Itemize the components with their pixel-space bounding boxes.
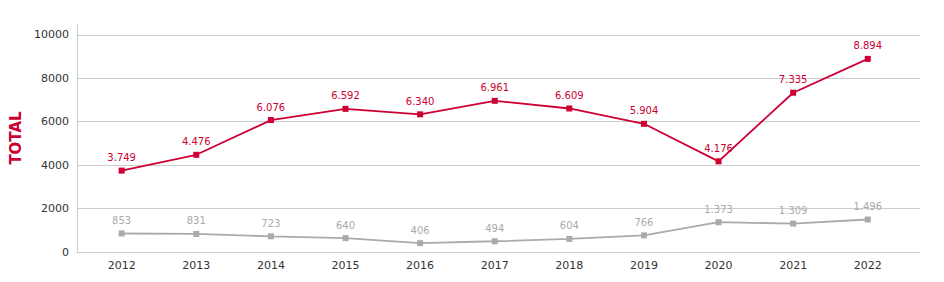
svg-text:2016: 2016 [406,259,434,272]
svg-text:TOTAL: TOTAL [7,111,25,165]
svg-text:4.176: 4.176 [704,143,733,154]
svg-text:2012: 2012 [108,259,136,272]
svg-text:2019: 2019 [630,259,658,272]
svg-text:8.894: 8.894 [853,40,882,51]
svg-text:640: 640 [336,220,355,231]
svg-text:4000: 4000 [41,159,69,172]
svg-text:6.076: 6.076 [257,102,286,113]
svg-text:2022: 2022 [854,259,882,272]
svg-text:6000: 6000 [41,115,69,128]
svg-text:6.592: 6.592 [331,90,360,101]
svg-text:604: 604 [560,220,579,231]
svg-text:5.904: 5.904 [630,105,659,116]
svg-text:2018: 2018 [555,259,583,272]
svg-text:2017: 2017 [481,259,509,272]
svg-text:853: 853 [112,215,131,226]
svg-text:723: 723 [261,218,280,229]
svg-text:766: 766 [634,217,653,228]
svg-text:7.335: 7.335 [779,74,808,85]
svg-text:6.961: 6.961 [480,82,509,93]
svg-text:6.609: 6.609 [555,90,584,101]
svg-text:2021: 2021 [779,259,807,272]
svg-text:4.476: 4.476 [182,136,211,147]
svg-text:2020: 2020 [705,259,733,272]
svg-text:406: 406 [411,225,430,236]
svg-text:1.373: 1.373 [704,204,733,215]
svg-text:0: 0 [62,246,69,259]
svg-text:2000: 2000 [41,202,69,215]
svg-text:8000: 8000 [41,72,69,85]
svg-text:2014: 2014 [257,259,285,272]
svg-text:2013: 2013 [182,259,210,272]
svg-text:831: 831 [187,215,206,226]
svg-text:3.749: 3.749 [107,152,136,163]
svg-text:10000: 10000 [34,28,69,41]
svg-text:2015: 2015 [331,259,359,272]
svg-text:1.309: 1.309 [779,205,808,216]
svg-text:494: 494 [485,223,504,234]
svg-text:1.496: 1.496 [853,201,882,212]
svg-text:6.340: 6.340 [406,96,435,107]
